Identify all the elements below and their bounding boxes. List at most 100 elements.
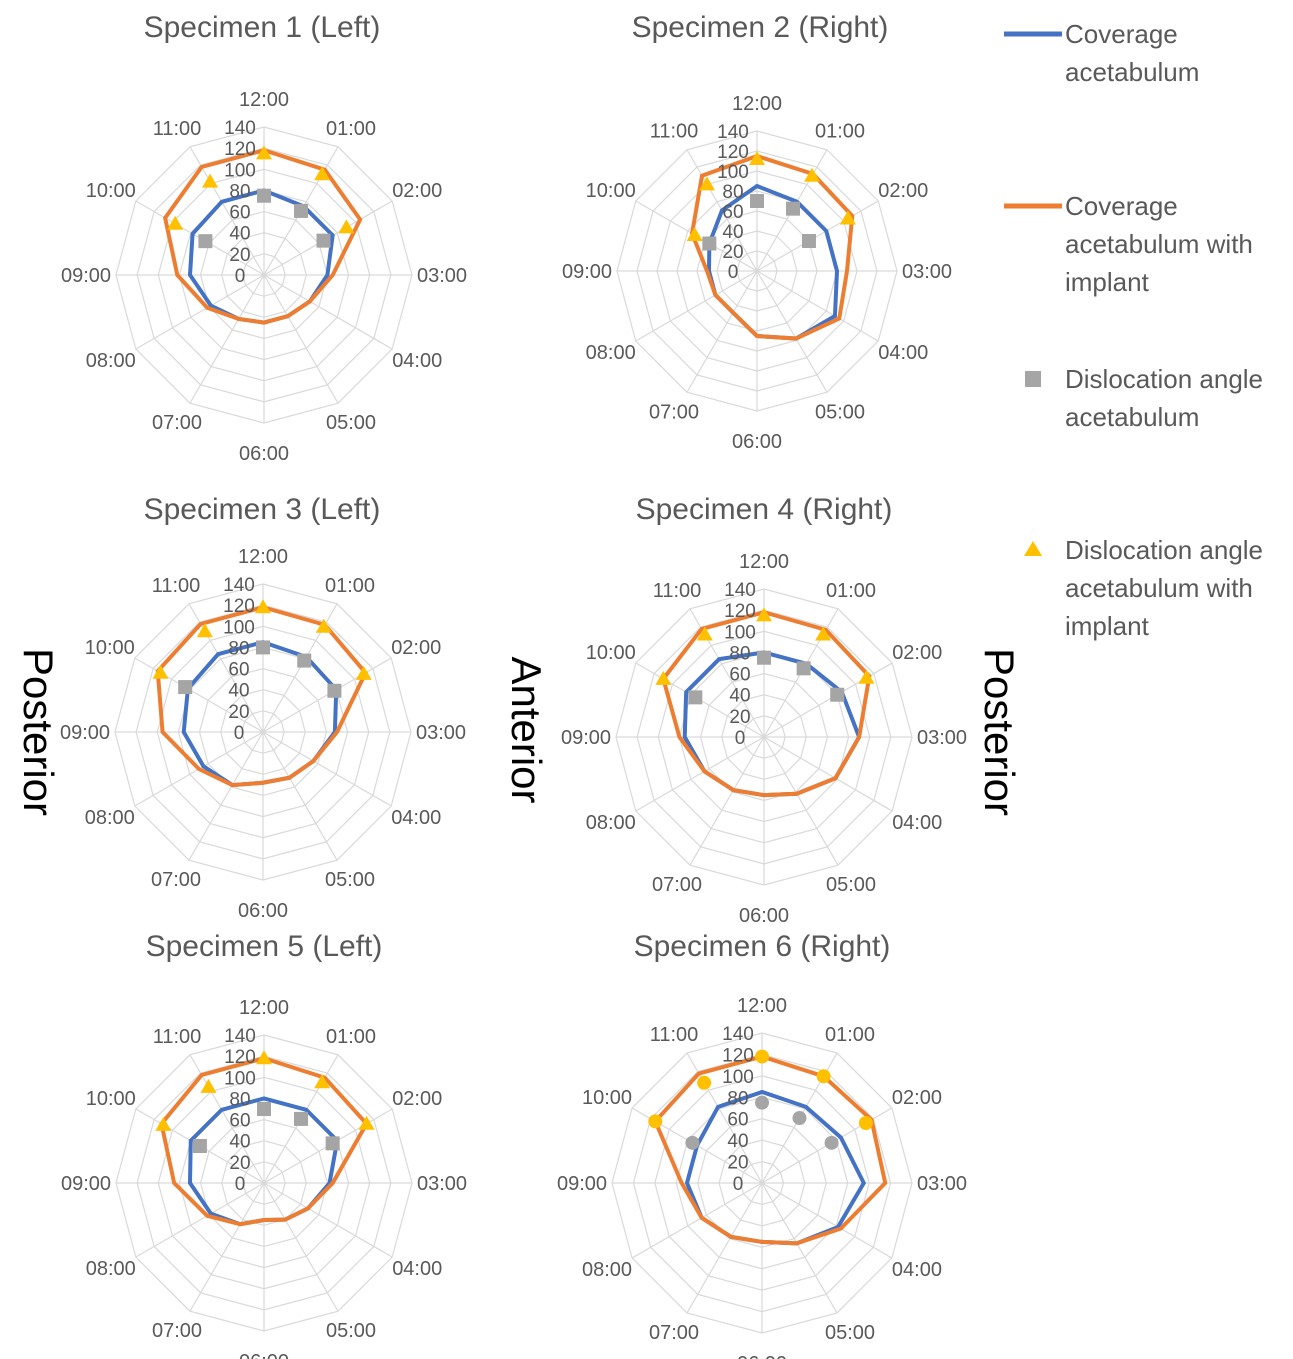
legend-label: acetabulum: [1065, 402, 1199, 432]
hour-label: 08:00: [586, 812, 636, 834]
tick-label: 120: [722, 1045, 754, 1066]
marker-dislocation-implant: [358, 1115, 375, 1130]
hour-label: 11:00: [153, 1026, 202, 1048]
marker-dislocation-implant: [699, 176, 715, 191]
grid-spoke: [635, 736, 765, 812]
tick-label: 80: [727, 1088, 748, 1109]
hour-label: 09:00: [562, 261, 612, 283]
legend-item: Dislocation angle acetabulum with implant: [1024, 535, 1263, 641]
grid-spoke: [189, 1182, 265, 1312]
marker-dislocation: [824, 1135, 839, 1150]
grid-spoke: [756, 270, 879, 342]
chart-title: Specimen 5 (Left): [146, 930, 383, 963]
marker-dislocation-implant: [749, 151, 765, 165]
hour-label: 06:00: [739, 905, 789, 927]
hour-label: 10:00: [86, 1088, 136, 1110]
hour-label: 07:00: [152, 412, 202, 434]
marker-dislocation: [294, 203, 308, 218]
grid-spoke: [761, 1182, 893, 1259]
tick-label: 80: [722, 182, 743, 203]
tick-label: 120: [224, 1047, 256, 1068]
grid-spoke: [631, 1182, 763, 1259]
hour-label: 05:00: [325, 869, 375, 891]
hour-label: 08:00: [586, 342, 636, 364]
hour-label: 04:00: [892, 1259, 942, 1281]
tick-label: 40: [229, 224, 250, 245]
marker-dislocation-implant: [255, 599, 271, 614]
grid-spoke: [189, 274, 265, 404]
hour-label: 11:00: [650, 121, 699, 143]
hour-label: 05:00: [815, 401, 865, 423]
marker-dislocation-implant: [256, 1050, 272, 1065]
chart-title: Specimen 3 (Left): [144, 493, 381, 526]
hour-label: 12:00: [739, 551, 789, 573]
hour-label: 09:00: [561, 727, 611, 749]
legend-label: acetabulum: [1065, 57, 1199, 87]
tick-label: 80: [729, 643, 750, 664]
hour-label: 01:00: [826, 580, 876, 602]
legend-item: Dislocation angle acetabulum: [1025, 364, 1263, 432]
grid-spoke: [686, 1182, 763, 1314]
hour-label: 05:00: [825, 1322, 875, 1344]
hour-label: 03:00: [917, 1173, 967, 1195]
hour-label: 07:00: [649, 1322, 699, 1344]
tick-label: 120: [724, 601, 756, 622]
marker-dislocation-implant: [755, 1049, 769, 1064]
hour-label: 01:00: [815, 121, 865, 143]
marker-dislocation-implant: [858, 1116, 873, 1130]
marker-dislocation-implant: [315, 618, 332, 633]
side-label-middle: Anterior: [503, 656, 550, 803]
chart-title: Specimen 1 (Left): [144, 11, 381, 44]
tick-label: 100: [722, 1067, 754, 1088]
marker-dislocation-implant: [697, 1075, 712, 1090]
hour-label: 01:00: [326, 1026, 376, 1048]
side-label-right: Posterior: [976, 648, 1023, 816]
grid-spoke: [262, 731, 392, 807]
chart-title: Specimen 4 (Right): [636, 493, 893, 526]
grid-spoke: [763, 736, 893, 812]
tick-label: 0: [728, 262, 739, 283]
marker-dislocation: [178, 680, 193, 695]
marker-dislocation-implant: [256, 145, 272, 160]
hour-label: 10:00: [85, 637, 135, 659]
hour-label: 02:00: [391, 637, 441, 659]
legend: Coverage acetabulum Coverage acetabulum wit…: [1004, 19, 1263, 641]
marker-dislocation: [327, 683, 342, 698]
tick-label: 60: [228, 660, 249, 681]
tick-label: 60: [727, 1110, 748, 1131]
tick-label: 60: [722, 202, 743, 223]
tick-label: 0: [733, 1174, 744, 1195]
hour-label: 08:00: [85, 807, 135, 829]
tick-label: 80: [228, 638, 249, 659]
tick-label: 20: [722, 242, 743, 263]
chart-title: Specimen 2 (Right): [632, 11, 889, 44]
grid-spoke: [689, 736, 765, 866]
grid-spoke: [263, 1182, 393, 1258]
marker-dislocation-implant: [355, 665, 372, 680]
marker-dislocation: [688, 690, 703, 705]
marker-dislocation-implant: [648, 1114, 663, 1129]
hour-label: 06:00: [737, 1353, 787, 1359]
hour-label: 12:00: [239, 89, 289, 111]
grid-spoke: [686, 270, 758, 393]
marker-dislocation: [830, 687, 845, 702]
grid-spoke: [263, 1182, 339, 1312]
tick-label: 20: [727, 1153, 748, 1174]
marker-dislocation: [750, 194, 764, 208]
hour-label: 05:00: [326, 412, 376, 434]
tick-label: 20: [228, 702, 249, 723]
hour-label: 12:00: [238, 546, 288, 568]
hour-label: 11:00: [152, 575, 201, 597]
hour-label: 07:00: [151, 869, 201, 891]
hour-label: 10:00: [586, 180, 636, 202]
marker-dislocation: [257, 188, 271, 203]
hour-label: 04:00: [392, 350, 442, 372]
marker-dislocation-implant: [858, 669, 875, 684]
hour-label: 11:00: [650, 1024, 699, 1046]
tick-label: 80: [229, 181, 250, 202]
hour-label: 03:00: [417, 1173, 467, 1195]
tick-label: 20: [229, 245, 250, 266]
grid-spoke: [262, 731, 338, 861]
